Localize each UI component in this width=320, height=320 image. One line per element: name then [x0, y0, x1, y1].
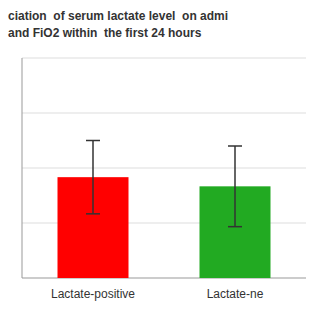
- error-cap: [228, 226, 242, 228]
- error-stem: [234, 146, 236, 227]
- error-bar: [86, 141, 100, 214]
- background: [0, 0, 320, 320]
- grid-line: [22, 168, 306, 169]
- y-axis-line: [22, 58, 23, 278]
- chart: Lactate-positive Lactate-ne ciation of ser…: [0, 0, 320, 320]
- marks: [58, 141, 271, 279]
- title-line: ciation of serum lactate level on admi: [8, 9, 228, 23]
- title-line: and FiO2 within the first 24 hours: [8, 26, 202, 40]
- grid-line: [22, 113, 306, 114]
- x-tick-label: Lactate-positive: [51, 287, 135, 301]
- error-cap: [86, 140, 100, 142]
- error-bar: [228, 146, 242, 227]
- error-stem: [92, 141, 94, 214]
- grid-line: [22, 58, 306, 59]
- title: ciation of serum lactate level on admi an…: [8, 9, 228, 40]
- error-cap: [228, 145, 242, 147]
- x-tick-label: Lactate-ne: [207, 287, 264, 301]
- error-cap: [86, 213, 100, 215]
